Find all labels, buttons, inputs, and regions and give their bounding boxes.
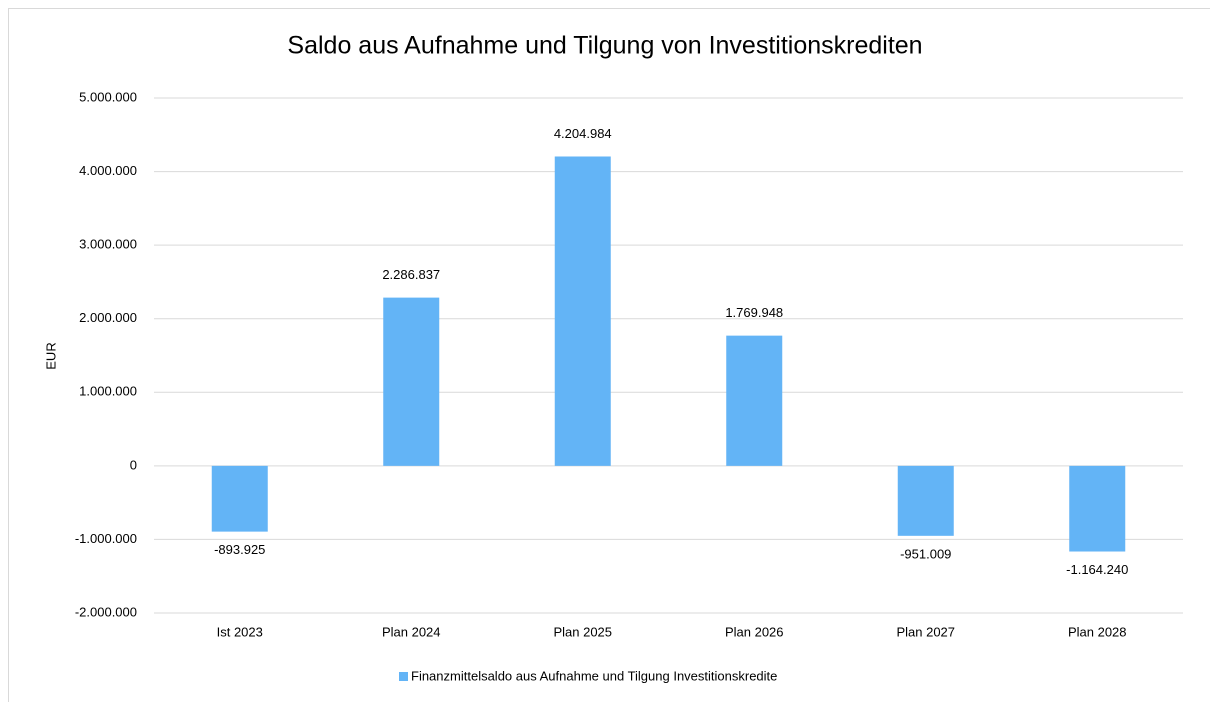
y-tick-label: -1.000.000 xyxy=(75,531,137,546)
bar xyxy=(211,465,268,532)
x-tick-label: Plan 2027 xyxy=(896,624,955,639)
x-tick-label: Plan 2025 xyxy=(553,624,612,639)
y-tick-label: 2.000.000 xyxy=(79,310,137,325)
bar xyxy=(554,156,611,466)
bar xyxy=(897,465,954,536)
y-tick-label: 1.000.000 xyxy=(79,384,137,399)
data-label: -1.164.240 xyxy=(1066,562,1128,577)
data-label: -951.009 xyxy=(900,546,951,561)
bar xyxy=(1069,465,1126,552)
x-tick-label: Plan 2024 xyxy=(382,624,441,639)
x-tick-label: Plan 2026 xyxy=(725,624,784,639)
x-tick-label: Ist 2023 xyxy=(217,624,263,639)
chart-border xyxy=(8,8,1210,702)
data-label: 4.204.984 xyxy=(554,126,612,141)
y-tick-label: -2.000.000 xyxy=(75,604,137,619)
y-axis-label: EUR xyxy=(43,342,58,369)
x-tick-label: Plan 2028 xyxy=(1068,624,1127,639)
bar xyxy=(383,297,440,466)
y-tick-label: 4.000.000 xyxy=(79,163,137,178)
data-label: 2.286.837 xyxy=(382,267,440,282)
data-label: -893.925 xyxy=(214,542,265,557)
chart-title: Saldo aus Aufnahme und Tilgung von Inves… xyxy=(287,32,922,60)
legend-swatch xyxy=(399,672,408,681)
y-tick-label: 0 xyxy=(130,457,137,472)
legend-label: Finanzmittelsaldo aus Aufnahme und Tilgu… xyxy=(411,668,777,683)
bar xyxy=(726,335,783,466)
data-label: 1.769.948 xyxy=(725,305,783,320)
y-tick-label: 5.000.000 xyxy=(79,89,137,104)
y-tick-label: 3.000.000 xyxy=(79,237,137,252)
